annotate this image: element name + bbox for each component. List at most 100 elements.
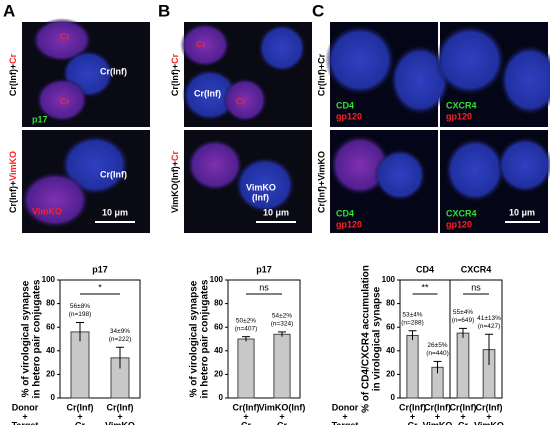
image-label: CXCR4 [446,100,477,110]
scale-bar-label: 10 μm [509,207,535,217]
image-label: (Inf) [252,192,269,202]
image-label: Cr [60,31,70,41]
x-tick-label: Cr(Inf) [476,402,503,412]
image-label: VimKO [246,182,276,192]
x-axis-label: + [342,411,347,421]
n-label: (n=427) [478,323,501,330]
row-label: Cr(Inf)+VimKO [8,151,18,213]
x-tick-label: VimKO [423,420,453,425]
bar [70,331,90,399]
row-label: Cr(Inf)+Cr [316,53,326,96]
y-tick-label: 40 [214,346,223,355]
y-tick-label: 80 [386,299,395,308]
chart-title: CXCR4 [461,264,492,274]
chart-title: CD4 [416,264,434,274]
x-tick-label: Cr [277,420,287,425]
row-label-part: Cr [8,53,18,63]
image-label: CD4 [336,100,354,110]
chart-title: p17 [92,264,108,274]
y-tick-label: 80 [46,299,55,308]
x-tick-label: VimKO [474,420,504,425]
bar [273,333,291,399]
image-label: CD4 [336,208,354,218]
micrograph [325,22,550,233]
y-tick-label: 0 [51,393,56,402]
x-axis-label: Target [12,420,39,425]
x-tick-label: Cr(Inf) [233,402,260,412]
x-axis-label: + [22,411,27,421]
significance-label: ** [421,282,429,292]
image-label: p17 [32,114,48,124]
image-label: VimKO [32,206,62,216]
row-label: Cr(Inf)+Cr [8,53,18,96]
x-tick-label: + [117,411,122,421]
y-axis-label: in hetero pair conjugates [200,279,211,398]
n-label: (n=440) [426,350,449,357]
value-label: 26±5% [427,342,447,349]
plot-frame [449,279,503,399]
y-tick-label: 20 [214,370,223,379]
x-axis-label: Target [332,420,359,425]
x-tick-label: + [486,411,491,421]
image-label: Cr(Inf) [100,66,127,76]
x-tick-label: Cr(Inf) [67,402,94,412]
value-label: 34±9% [110,328,130,335]
x-tick-label: Cr(Inf) [450,402,477,412]
value-label: 56±8% [70,303,90,310]
y-tick-label: 20 [46,370,55,379]
image-label: Cr [236,96,246,106]
row-label: VimKO(Inf)+Cr [170,150,180,213]
y-tick-label: 100 [210,275,224,284]
n-label: (n=324) [271,321,294,328]
row-label: Cr(Inf)+VimKO [316,151,326,213]
image-label: gp120 [336,111,362,121]
x-tick-label: + [410,411,415,421]
value-label: 55±4% [453,309,473,316]
x-tick-label: Cr [458,420,468,425]
row-label-part: Cr(Inf)+ [8,64,18,96]
image-label: Cr [60,96,70,106]
x-tick-label: + [243,411,248,421]
x-tick-label: VimKO [105,420,135,425]
x-axis-label: Donor [12,402,39,412]
significance-label: * [98,282,102,292]
image-label: gp120 [446,111,472,121]
plot-frame [227,279,301,399]
x-tick-label: VimKO(Inf) [259,402,306,412]
bar [237,338,255,399]
y-tick-label: 60 [386,322,395,331]
y-axis-label: in hetero pair conjugates [32,279,43,398]
y-tick-label: 60 [46,322,55,331]
x-tick-label: Cr(Inf) [424,402,451,412]
n-label: (n=649) [452,317,475,324]
x-tick-label: Cr [241,420,251,425]
image-label: Cr [196,39,206,49]
image-label: Cr(Inf) [100,169,127,179]
x-tick-label: + [460,411,465,421]
chart-title: p17 [256,264,272,274]
value-label: 54±2% [272,313,292,320]
value-label: 50±2% [236,317,256,324]
x-tick-label: Cr [75,420,85,425]
x-tick-label: + [435,411,440,421]
x-tick-label: Cr [407,420,417,425]
panel-label: C [312,1,324,20]
image-label: Cr(Inf) [194,88,221,98]
y-tick-label: 20 [386,370,395,379]
image-label: gp120 [336,219,362,229]
x-axis-label: Donor [332,402,359,412]
value-label: 53±4% [402,311,422,318]
row-label-part: VimKO(Inf)+ [170,161,180,213]
plot-frame [59,279,141,399]
x-tick-label: + [279,411,284,421]
row-label-part: Cr [170,150,180,160]
y-axis-label: % of virological synapse [189,280,200,397]
micrograph [180,22,312,233]
y-tick-label: 40 [386,346,395,355]
scale-bar-label: 10 μm [102,207,128,217]
panel-label: B [158,1,170,20]
image-label: CXCR4 [446,208,477,218]
y-tick-label: 80 [214,299,223,308]
x-tick-label: + [77,411,82,421]
